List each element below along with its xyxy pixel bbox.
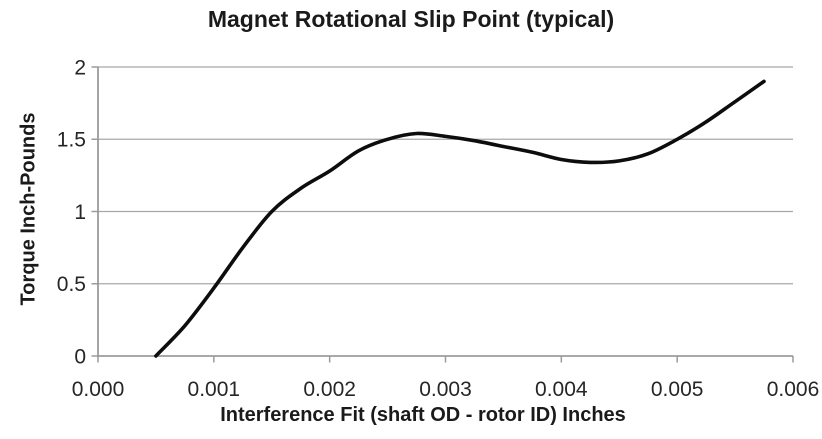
torque-curve	[154, 79, 766, 358]
x-tick-label: 0.000	[72, 378, 125, 401]
chart-title: Magnet Rotational Slip Point (typical)	[207, 6, 615, 32]
y-tick-label: 1	[74, 201, 86, 224]
x-tick-label: 0.004	[535, 378, 588, 401]
x-axis-title: Interference Fit (shaft OD - rotor ID) I…	[220, 404, 626, 426]
y-tick-label: 0	[74, 345, 86, 368]
y-tick-label: 0.5	[57, 273, 86, 296]
x-tick-label: 0.002	[303, 378, 356, 401]
y-tick-label: 1.5	[57, 129, 86, 152]
y-tick-label: 2	[74, 56, 86, 79]
x-tick-label: 0.005	[651, 378, 704, 401]
x-tick-label: 0.006	[767, 378, 820, 401]
x-tick-label: 0.001	[188, 378, 241, 401]
x-tick-label: 0.003	[419, 378, 472, 401]
